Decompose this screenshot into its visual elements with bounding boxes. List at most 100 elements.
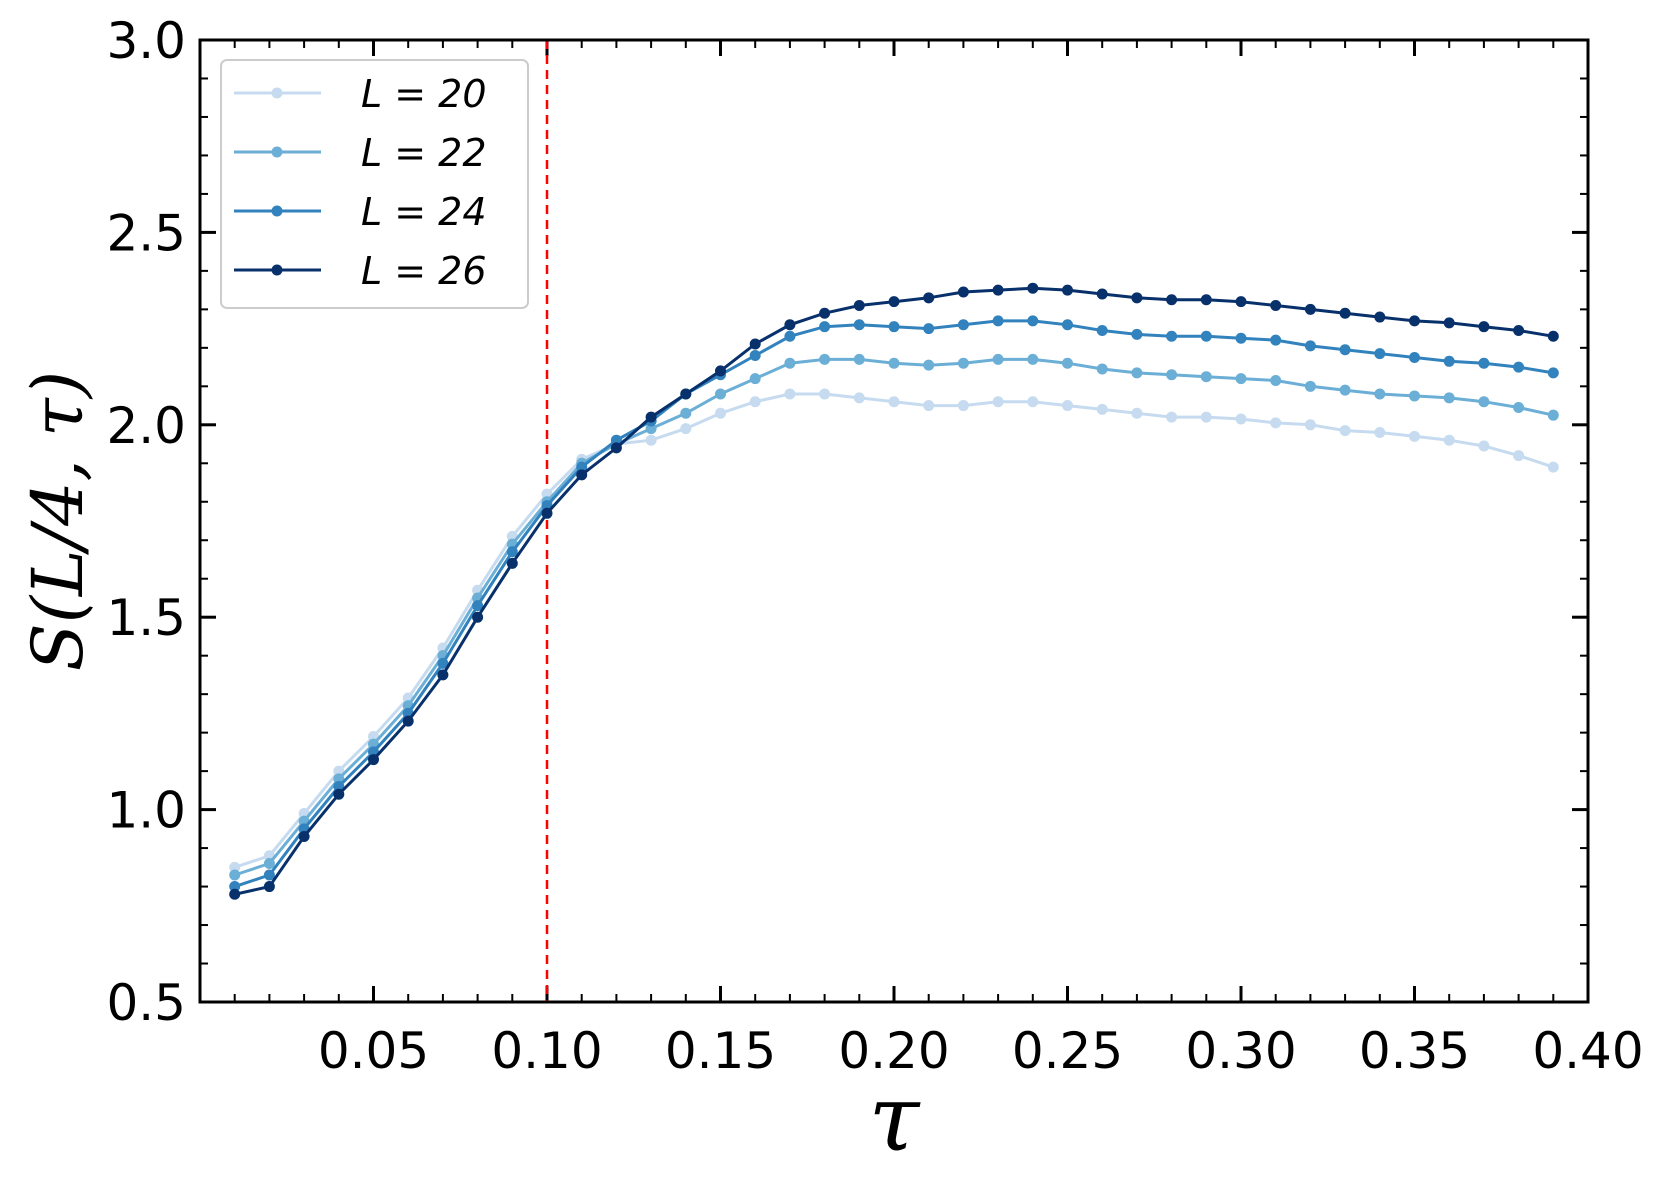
data-point [923,323,935,335]
data-point [1131,328,1143,340]
data-point [1547,409,1559,421]
data-point [472,611,484,623]
data-point [645,411,657,423]
data-point [1443,392,1455,404]
data-point [1200,294,1212,306]
data-point [680,423,692,435]
data-point [1235,332,1247,344]
data-point [1478,396,1490,408]
data-point [1235,296,1247,308]
data-point [229,888,241,900]
data-point [923,292,935,304]
data-point [1235,373,1247,385]
legend-box [220,59,529,309]
data-point [1166,294,1178,306]
data-point [992,284,1004,296]
data-point [957,286,969,298]
data-point [402,715,414,727]
data-point [715,407,726,419]
data-point [957,400,969,412]
data-point [437,657,449,669]
y-tick-label: 1.0 [106,782,186,840]
series-layer [229,282,1559,900]
data-point [229,861,241,873]
data-point [1200,411,1212,423]
data-point [957,319,969,331]
data-point [749,396,761,408]
data-point [229,869,241,881]
y-axis-title: S(L/4, τ) [17,371,99,671]
data-point [1235,413,1247,425]
data-point [1339,425,1351,437]
data-point [888,357,900,369]
data-point [1443,434,1455,446]
data-point [506,557,518,569]
data-point [1304,303,1316,315]
data-point [784,319,796,331]
data-point [1374,311,1386,323]
data-point [610,442,622,454]
data-point [1304,340,1316,352]
data-point [1478,321,1490,333]
data-point [1027,396,1039,408]
series-line [234,286,1554,896]
legend-marker [271,264,283,276]
data-point [333,781,345,793]
data-point [576,469,588,481]
data-point [819,307,831,319]
data-point [853,319,865,331]
data-point [1062,400,1073,412]
data-point [888,396,900,408]
data-point [506,546,518,558]
data-point [853,353,865,365]
legend-label: L = 22 [361,131,487,175]
data-point [1027,282,1039,294]
data-point [1096,363,1108,375]
data-point [715,365,726,377]
data-point [819,353,831,365]
data-point [1131,292,1143,304]
y-tick-label: 0.5 [106,974,186,1032]
data-point [472,600,484,612]
data-point [680,388,692,400]
data-point [333,765,345,777]
legend-marker [271,87,283,99]
data-point [784,330,796,342]
data-point [888,321,900,333]
data-point [784,388,796,400]
x-tick-label: 0.05 [318,1022,429,1080]
x-tick-label: 0.30 [1185,1022,1296,1080]
data-point [1131,367,1143,379]
series-group [229,282,1559,900]
data-point [645,423,657,435]
data-point [1270,417,1282,429]
x-tick-label: 0.25 [1012,1022,1123,1080]
y-tick-label: 1.5 [106,589,186,647]
data-point [1478,440,1490,452]
data-point [819,388,831,400]
data-point [1096,325,1108,337]
legend-label: L = 24 [361,190,487,234]
data-point [1339,307,1351,319]
data-point [1166,369,1178,381]
y-tick-label: 2.0 [106,397,186,455]
data-point [298,831,310,843]
legend-marker [271,146,283,158]
y-tick-labels: 0.5 1.0 1.5 2.0 2.5 3.0 [106,12,186,1032]
data-point [749,373,761,385]
data-point [1547,461,1559,473]
y-tick-label: 2.5 [106,204,186,262]
data-point [749,338,761,350]
data-point [1062,319,1073,331]
data-point [819,321,831,333]
data-point [749,350,761,362]
data-point [1200,371,1212,383]
y-tick-label: 3.0 [106,12,186,70]
x-tick-labels: 0.05 0.10 0.15 0.20 0.25 0.30 0.35 0.40 [318,1022,1644,1080]
data-point [923,359,935,371]
data-point [229,881,241,893]
data-point [1270,300,1282,312]
data-point [1513,401,1525,413]
data-point [992,396,1004,408]
